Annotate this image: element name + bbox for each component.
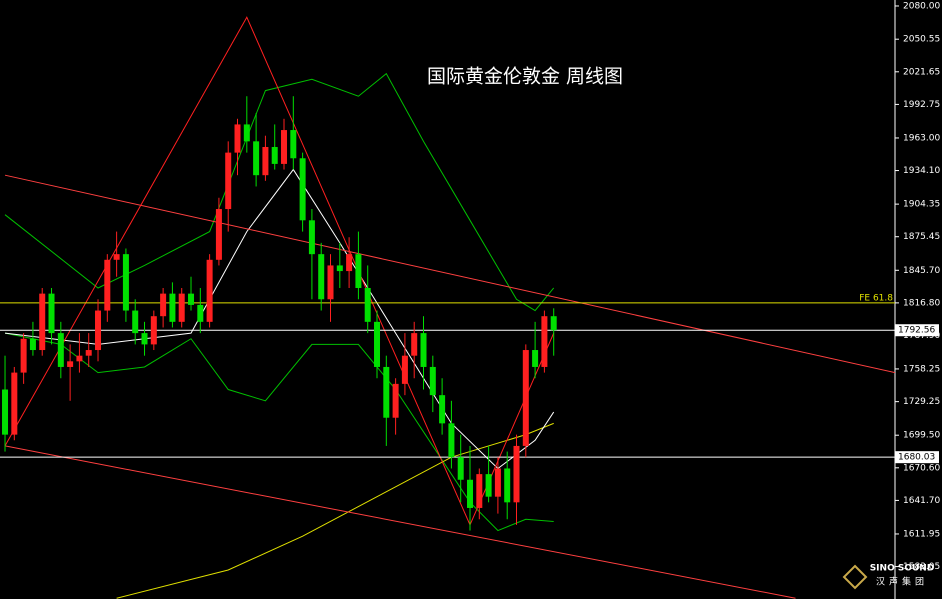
y-tick-label: 1670.60 xyxy=(903,463,940,473)
candle-body xyxy=(243,124,250,142)
candle-body xyxy=(67,361,74,367)
candle-body xyxy=(197,304,204,322)
candle-body xyxy=(374,321,381,367)
y-tick-label: 1583.05 xyxy=(903,562,940,572)
candle-body xyxy=(20,338,27,373)
y-tick-label: 1992.75 xyxy=(903,100,940,110)
candle-body xyxy=(160,293,167,317)
overlay-line xyxy=(4,174,896,374)
candle-body xyxy=(494,468,501,497)
candle-body xyxy=(206,259,213,322)
candle-body xyxy=(532,350,539,367)
chart-title: 国际黄金伦敦金 周线图 xyxy=(427,66,623,88)
logo: SINO SOUND 汉声集团 xyxy=(842,564,935,590)
candle-body xyxy=(308,220,315,255)
candle-body xyxy=(122,254,129,311)
logo-subtext: 汉声集团 xyxy=(876,576,928,588)
candle-body xyxy=(215,209,222,260)
candle-body xyxy=(411,333,418,356)
candle-body xyxy=(104,259,111,311)
candle-body xyxy=(169,293,176,322)
candle-body xyxy=(11,372,18,435)
candle-body xyxy=(85,350,92,356)
overlay-line xyxy=(4,168,555,470)
candle-body xyxy=(364,287,371,322)
candle-body xyxy=(57,333,64,367)
candle-body xyxy=(355,254,362,288)
price-label-box xyxy=(895,451,939,464)
candle-body xyxy=(150,316,157,345)
y-tick-label: 1963.00 xyxy=(903,133,940,143)
candle-body xyxy=(485,474,492,497)
candle-body xyxy=(39,293,46,351)
candle-body xyxy=(383,366,390,418)
y-tick-label: 2021.65 xyxy=(903,67,940,77)
candle-body xyxy=(253,141,260,176)
logo-icon xyxy=(842,564,868,590)
price-line-label: 1680.03 xyxy=(898,453,935,463)
candle-body xyxy=(336,265,343,272)
y-tick-label: 1934.10 xyxy=(903,166,940,176)
candle-body xyxy=(318,254,325,300)
candle-body xyxy=(467,479,474,508)
candle-body xyxy=(541,316,548,367)
candle-body xyxy=(504,468,511,503)
candle-body xyxy=(476,474,483,508)
candle-body xyxy=(141,333,148,345)
candle-body xyxy=(401,355,408,384)
price-line-label: FE 61.8 xyxy=(859,293,893,303)
candle-body xyxy=(346,254,353,272)
candle-body xyxy=(2,389,9,435)
price-label-box xyxy=(895,324,939,337)
candle-body xyxy=(262,146,269,176)
candle-body xyxy=(420,333,427,367)
candle-body xyxy=(29,338,36,351)
candle-body xyxy=(225,152,232,210)
candle-body xyxy=(76,355,83,362)
y-tick-label: 1729.25 xyxy=(903,397,940,407)
y-tick-label: 2050.55 xyxy=(903,35,940,45)
candle-body xyxy=(513,445,520,503)
price-line-label: 1792.56 xyxy=(898,326,935,336)
candle-body xyxy=(550,316,557,331)
candle-body xyxy=(290,130,297,159)
candle-body xyxy=(327,265,334,300)
candle-body xyxy=(429,366,436,396)
candle-body xyxy=(188,293,195,305)
candle-body xyxy=(457,457,464,480)
y-tick-label: 1904.35 xyxy=(903,200,940,210)
y-tick-label: 1845.70 xyxy=(903,266,940,276)
logo-text: SINO SOUND xyxy=(870,564,935,574)
candle-body xyxy=(522,350,529,446)
y-tick-label: 1875.45 xyxy=(903,232,940,242)
candle-body xyxy=(132,310,139,334)
y-tick-label: 1816.80 xyxy=(903,298,940,308)
candle-body xyxy=(392,383,399,418)
candle-body xyxy=(281,130,288,164)
candle-body xyxy=(178,293,185,322)
candle-body xyxy=(48,293,55,334)
candle-body xyxy=(448,423,455,458)
candle-body xyxy=(439,395,446,424)
candle-body xyxy=(271,146,278,164)
y-tick-label: 1758.25 xyxy=(903,364,940,374)
y-tick-label: 1699.50 xyxy=(903,431,940,441)
candle-body xyxy=(95,310,102,351)
candle-body xyxy=(113,254,120,260)
overlay-line xyxy=(4,332,554,532)
candle-body xyxy=(234,124,241,153)
candle-body xyxy=(299,158,306,221)
y-tick-label: 1641.70 xyxy=(903,496,940,506)
overlay-line xyxy=(4,445,796,599)
y-tick-label: 2080.00 xyxy=(903,1,940,11)
y-tick-label: 1611.95 xyxy=(903,529,940,539)
overlay-line xyxy=(4,72,555,312)
